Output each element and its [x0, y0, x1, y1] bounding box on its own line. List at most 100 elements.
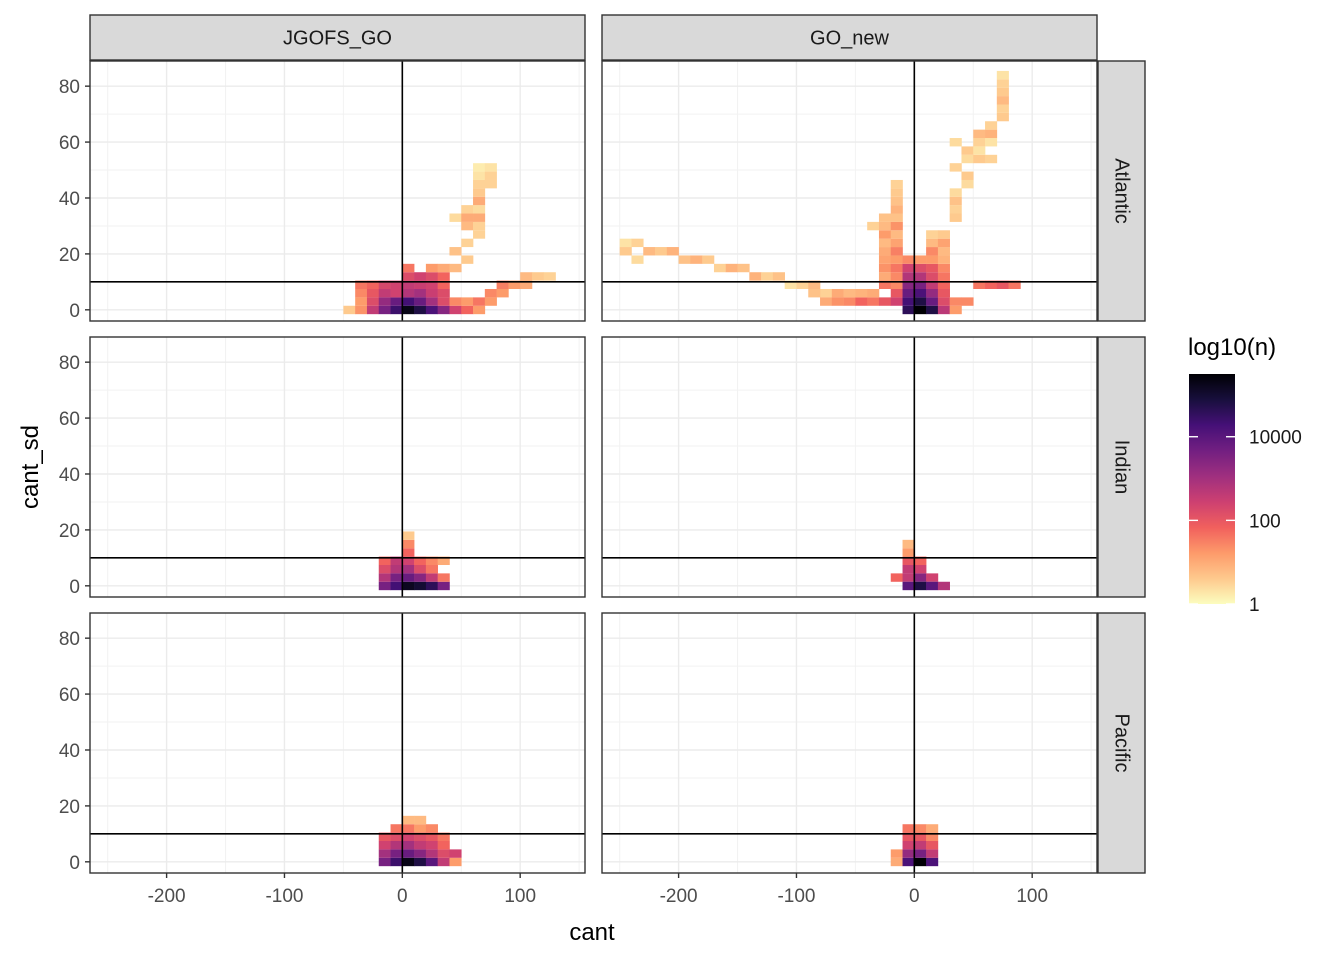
heatmap-bin: [425, 288, 438, 298]
heatmap-bin: [425, 564, 438, 574]
heatmap-bin: [390, 581, 403, 591]
heatmap-bin: [402, 581, 415, 591]
heatmap-bin: [890, 573, 903, 582]
heatmap-bin: [520, 272, 533, 281]
heatmap-bin: [914, 840, 927, 850]
heatmap-bin: [631, 255, 644, 264]
panel-background: [90, 337, 585, 597]
heatmap-bin: [985, 129, 998, 139]
heatmap-bin: [414, 849, 427, 858]
heatmap-bin: [949, 297, 962, 306]
heatmap-bin: [961, 179, 974, 189]
heatmap-bin: [949, 205, 962, 214]
heatmap-bin: [855, 297, 868, 306]
heatmap-bin: [378, 857, 391, 867]
heatmap-bin: [902, 539, 915, 549]
heatmap-bin: [926, 857, 939, 867]
heatmap-bin: [855, 288, 868, 298]
bins: [619, 70, 1021, 315]
heatmap-bin: [473, 230, 486, 239]
heatmap-bin: [402, 824, 415, 833]
heatmap-bin: [937, 255, 950, 264]
heatmap-bin: [414, 824, 427, 833]
heatmap-bin: [390, 573, 403, 582]
heatmap-bin: [937, 581, 950, 591]
heatmap-bin: [449, 263, 462, 273]
heatmap-bin: [437, 840, 450, 850]
panel-border: [601, 336, 1098, 598]
legend: log10(n) 1 100 10000: [1188, 334, 1302, 616]
heatmap-bin: [949, 163, 962, 172]
panel-atlantic-go-new: [601, 60, 1098, 322]
y-tick-label: 40: [59, 465, 80, 486]
heatmap-bin: [961, 171, 974, 180]
heatmap-bin: [902, 280, 915, 290]
heatmap-bin: [926, 280, 939, 290]
heatmap-bin: [890, 255, 903, 264]
column-strip-label: GO_new: [810, 28, 889, 50]
heatmap-bin: [666, 247, 679, 256]
heatmap-bin: [996, 112, 1009, 122]
heatmap-bin: [390, 564, 403, 574]
legend-tick-label: 10000: [1249, 428, 1302, 449]
heatmap-bin: [914, 573, 927, 582]
heatmap-bin: [366, 280, 380, 290]
heatmap-bin: [784, 280, 797, 290]
heatmap-bin: [914, 564, 927, 574]
heatmap-bin: [366, 288, 380, 298]
heatmap-bin: [926, 238, 939, 248]
heatmap-bin: [890, 263, 903, 273]
heatmap-bin: [402, 263, 415, 273]
heatmap-bin: [402, 305, 415, 315]
heatmap-bin: [355, 280, 368, 290]
heatmap-bin: [914, 832, 927, 842]
heatmap-bin: [461, 205, 474, 214]
heatmap-bin: [378, 305, 391, 315]
heatmap-bin: [390, 832, 403, 842]
heatmap-bin: [949, 188, 962, 197]
heatmap-bin: [902, 297, 915, 306]
legend-ticks: 1 100 10000: [1189, 428, 1302, 616]
heatmap-bin: [378, 288, 391, 298]
heatmap-bin: [996, 79, 1009, 88]
heatmap-bin: [414, 305, 427, 315]
heatmap-bin: [449, 857, 462, 867]
bins: [890, 539, 950, 591]
heatmap-bin: [643, 247, 656, 256]
row-strips: Atlantic Indian Pacific: [1097, 60, 1146, 874]
heatmap-bin: [961, 146, 974, 155]
heatmap-bin: [414, 564, 427, 574]
heatmap-bin: [425, 581, 438, 591]
column-strip-label: JGOFS_GO: [283, 28, 392, 50]
heatmap-bin: [425, 857, 438, 867]
heatmap-bin: [949, 213, 962, 222]
x-tick-label: -100: [265, 886, 303, 907]
x-tick-label: -200: [148, 886, 186, 907]
heatmap-bin: [449, 247, 462, 256]
heatmap-bin: [878, 221, 892, 231]
heatmap-bin: [414, 573, 427, 582]
heatmap-bin: [425, 263, 438, 273]
heatmap-bin: [902, 573, 915, 582]
heatmap-bin: [914, 297, 927, 306]
row-strip-label: Atlantic: [1111, 158, 1133, 224]
heatmap-bin: [366, 305, 380, 315]
heatmap-bin: [996, 96, 1009, 105]
heatmap-bin: [402, 857, 415, 867]
heatmap-bin: [355, 305, 368, 315]
heatmap-bin: [902, 263, 915, 273]
heatmap-bin: [473, 213, 486, 222]
heatmap-bin: [461, 213, 474, 222]
heatmap-bin: [973, 138, 986, 147]
heatmap-bin: [449, 305, 462, 315]
heatmap-bin: [914, 824, 927, 833]
heatmap-bin: [937, 288, 950, 298]
heatmap-bin: [461, 305, 474, 315]
heatmap-bin: [973, 154, 986, 164]
heatmap-bin: [937, 280, 950, 290]
heatmap-bin: [402, 564, 415, 574]
heatmap-bin: [402, 548, 415, 557]
x-axis-title: cant: [569, 919, 615, 946]
heatmap-bin: [414, 297, 427, 306]
heatmap-bin: [402, 539, 415, 549]
